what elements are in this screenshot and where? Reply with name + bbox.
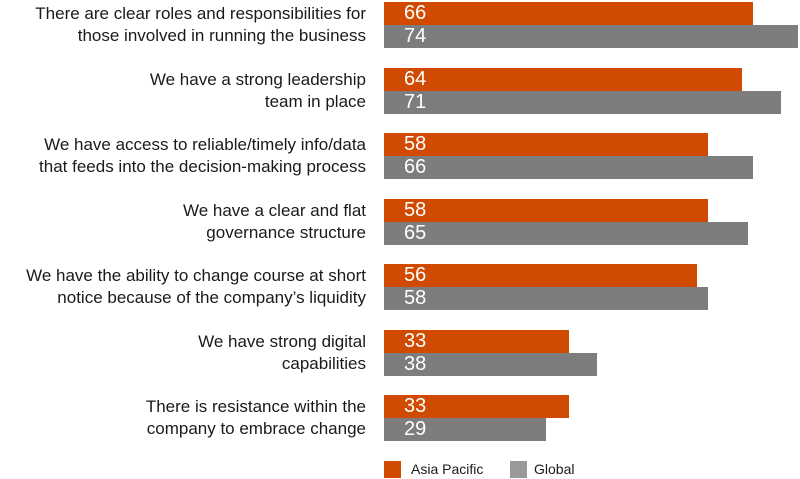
category-label-line: capabilities (281, 353, 366, 373)
category-label-line: There is resistance within the (145, 397, 366, 416)
category-label-line: that feeds into the decision-making proc… (39, 157, 366, 176)
legend-label-asia-pacific: Asia Pacific (411, 461, 484, 477)
bar-asia-pacific: 33 (384, 329, 569, 353)
data-label: 29 (404, 418, 427, 440)
bar-asia-pacific: 58 (384, 133, 709, 156)
data-label: 33 (404, 329, 427, 352)
bar-asia-pacific: 33 (384, 395, 569, 418)
data-label: 58 (404, 198, 427, 221)
category-label-line: We have a strong leadership (149, 69, 366, 89)
data-label: 74 (404, 25, 427, 47)
data-label: 66 (404, 2, 427, 24)
category-label: We have strong digital capabilities (0, 331, 366, 375)
category-label-line: team in place (264, 91, 366, 111)
bar-global: 66 (384, 156, 754, 179)
legend-swatch-global (510, 461, 527, 478)
bar-asia-pacific: 66 (384, 2, 754, 25)
data-label: 58 (404, 133, 427, 155)
data-label: 33 (404, 395, 427, 417)
category-label: We have access to reliable/timely info/d… (0, 134, 366, 178)
category-label: There are clear roles and responsibiliti… (0, 3, 366, 47)
category-label: We have a strong leadership team in place (0, 69, 366, 113)
bar-asia-pacific: 58 (384, 198, 709, 222)
category-label-line: We have access to reliable/timely info/d… (44, 135, 366, 154)
data-label: 65 (404, 221, 427, 244)
bar-global: 38 (384, 352, 597, 376)
data-label: 38 (404, 352, 427, 375)
data-label: 71 (404, 90, 427, 113)
category-label-line: There are clear roles and responsibiliti… (35, 4, 366, 23)
data-label: 58 (404, 287, 427, 309)
data-label: 66 (404, 156, 427, 178)
category-label: There is resistance within the company to… (0, 396, 366, 440)
bar-global: 74 (384, 25, 798, 48)
bar-global: 58 (384, 287, 709, 310)
category-label-line: We have the ability to change course at … (26, 266, 366, 285)
bar-asia-pacific: 56 (384, 264, 698, 287)
category-label-line: We have strong digital (198, 331, 366, 351)
category-label-line: those involved in running the business (77, 26, 366, 45)
bar-global: 65 (384, 221, 748, 245)
bar-global: 29 (384, 418, 547, 441)
category-label-line: We have a clear and flat (182, 200, 366, 220)
legend-label-global: Global (534, 461, 575, 477)
category-label-line: governance structure (206, 222, 366, 242)
bar-global: 71 (384, 90, 782, 114)
legend-swatch-asia-pacific (384, 461, 401, 478)
category-label-line: company to embrace change (146, 419, 366, 438)
category-label-line: notice because of the company’s liquidit… (57, 288, 366, 307)
category-label: We have the ability to change course at … (0, 265, 366, 309)
data-label: 56 (404, 264, 427, 286)
category-label: We have a clear and flat governance struc… (0, 200, 366, 244)
bar-asia-pacific: 64 (384, 67, 743, 91)
data-label: 64 (404, 67, 427, 90)
